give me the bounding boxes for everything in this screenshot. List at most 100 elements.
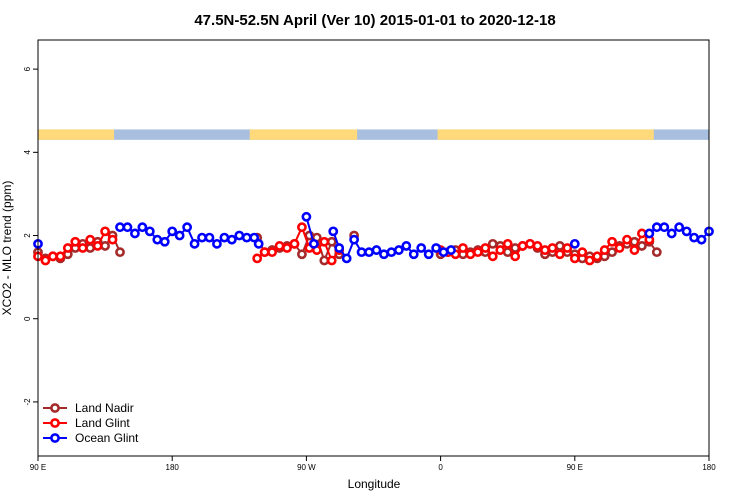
data-point <box>637 241 647 251</box>
data-point <box>393 245 404 255</box>
x-tick-label: 90 E <box>30 463 46 472</box>
data-point <box>651 222 662 233</box>
data-point <box>502 238 513 249</box>
x-axis: 90 E 180 90 W 0 90 E 180 <box>30 456 716 472</box>
legend-label: Land Nadir <box>75 401 134 415</box>
data-point <box>401 241 412 251</box>
data-point <box>659 222 670 233</box>
data-point <box>540 245 550 255</box>
data-point <box>130 228 140 239</box>
data-point <box>487 251 498 262</box>
data-point <box>107 234 118 245</box>
data-point <box>253 238 264 249</box>
data-point <box>554 249 565 260</box>
data-point <box>212 238 222 249</box>
data-point <box>644 228 655 239</box>
data-point <box>584 255 595 266</box>
legend-item: Land Glint <box>43 416 130 430</box>
data-point <box>431 243 442 253</box>
data-point <box>592 251 603 262</box>
data-point <box>607 247 617 258</box>
data-point <box>204 232 215 243</box>
data-point <box>651 247 662 258</box>
x-axis-label: Longitude <box>348 477 401 491</box>
data-point <box>189 238 200 249</box>
data-point <box>416 243 427 253</box>
data-point <box>386 247 397 258</box>
legend-marker <box>50 418 60 428</box>
data-point <box>122 222 133 233</box>
data-point <box>197 232 207 243</box>
data-point <box>446 245 456 255</box>
data-point <box>495 245 506 255</box>
data-point <box>174 230 185 241</box>
chart-title: 47.5N-52.5N April (Ver 10) 2015-01-01 to… <box>194 12 555 29</box>
data-point <box>629 245 640 255</box>
data-point <box>517 241 528 251</box>
data-point <box>267 247 278 258</box>
series <box>33 222 655 266</box>
data-point <box>554 241 565 251</box>
data-point <box>525 238 535 249</box>
data-point <box>274 241 285 251</box>
land-band-segment <box>38 129 115 140</box>
data-point <box>326 255 337 266</box>
data-point <box>159 236 170 247</box>
data-point <box>569 238 580 249</box>
data-point <box>326 236 337 247</box>
data-point <box>297 222 307 233</box>
y-tick-label: -2 <box>23 398 32 406</box>
x-tick-label: 90 E <box>567 463 583 472</box>
data-point <box>115 247 125 258</box>
legend-item: Ocean Glint <box>43 431 139 445</box>
data-point <box>480 243 491 253</box>
x-tick-label: 180 <box>166 463 180 472</box>
data-point <box>674 222 685 233</box>
data-point <box>282 243 292 253</box>
data-point <box>70 236 81 247</box>
data-point <box>219 232 230 243</box>
surface-type-band <box>38 129 709 140</box>
data-point <box>371 245 382 255</box>
y-tick-label: 4 <box>23 150 32 155</box>
data-point <box>152 234 163 245</box>
data-point <box>562 243 573 253</box>
data-point <box>681 226 692 237</box>
x-tick-label: 90 W <box>297 463 316 472</box>
y-tick-label: 6 <box>23 66 32 71</box>
data-point <box>599 245 610 255</box>
land-band-segment <box>437 129 654 140</box>
data-point <box>62 243 73 253</box>
data-point <box>341 253 352 264</box>
legend-marker <box>50 403 60 413</box>
y-axis-label: XCO2 - MLO trend (ppm) <box>0 181 14 316</box>
data-point <box>85 234 96 245</box>
data-point <box>689 232 699 243</box>
data-point <box>472 247 483 258</box>
data-point <box>167 226 178 237</box>
data-point <box>100 226 110 237</box>
ocean-band <box>38 129 709 140</box>
series-layer <box>33 211 714 266</box>
data-point <box>423 249 434 260</box>
data-point <box>319 255 330 266</box>
data-point <box>40 255 51 266</box>
data-point <box>319 236 330 247</box>
data-point <box>144 226 155 237</box>
data-point <box>408 249 419 260</box>
data-point <box>85 243 96 253</box>
data-point <box>252 253 263 264</box>
legend-item: Land Nadir <box>43 401 134 415</box>
data-point <box>622 234 632 245</box>
data-point <box>364 247 374 258</box>
data-point <box>438 247 449 258</box>
plot-frame <box>37 39 710 457</box>
data-point <box>77 243 88 253</box>
data-point <box>234 230 245 241</box>
data-point <box>666 228 677 239</box>
data-point <box>532 241 543 251</box>
data-point <box>249 232 260 243</box>
legend-marker <box>50 433 60 443</box>
data-point <box>100 241 110 251</box>
